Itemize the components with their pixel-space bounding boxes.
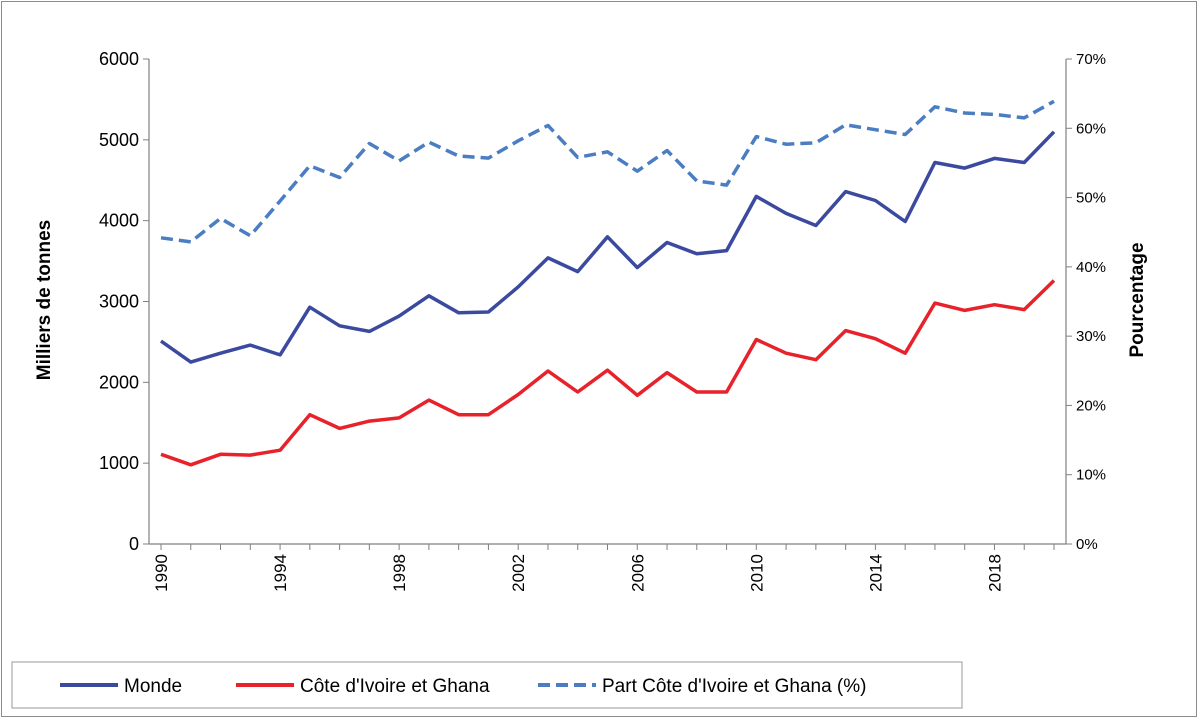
y2-tick-label: 70% bbox=[1076, 51, 1106, 68]
x-tick-label: 2010 bbox=[747, 554, 766, 592]
y2-tick-label: 0% bbox=[1076, 536, 1098, 553]
x-tick-label: 2006 bbox=[628, 554, 647, 592]
series-line-2 bbox=[160, 279, 1056, 467]
axes bbox=[148, 59, 1067, 545]
x-tick-label: 1990 bbox=[152, 554, 171, 592]
series-line-3 bbox=[160, 99, 1055, 244]
y-tick-label: 5000 bbox=[99, 130, 139, 150]
y-tick-label: 3000 bbox=[99, 292, 139, 312]
legend-label-2: Côte d'Ivoire et Ghana bbox=[300, 676, 490, 697]
y-tick-label: 1000 bbox=[99, 453, 139, 473]
y2-tick-label: 60% bbox=[1076, 120, 1106, 137]
y2-tick-label: 10% bbox=[1076, 467, 1106, 484]
legend-label-3: Part Côte d'Ivoire et Ghana (%) bbox=[602, 676, 866, 697]
y2-tick-label: 50% bbox=[1076, 190, 1106, 207]
y-tick-label: 6000 bbox=[99, 49, 139, 69]
y-axis-title: Milliers de tonnes bbox=[34, 220, 55, 380]
series-lines bbox=[159, 99, 1056, 467]
series-line-1 bbox=[159, 130, 1056, 364]
x-axis-ticks: 1990 1994 1998 2002 2006 2010 2014 2018 bbox=[152, 544, 1055, 592]
y2-axis-ticks: 0% 10% 20% 30% 40% 50% 60% 70% bbox=[1066, 51, 1106, 553]
legend-box bbox=[11, 661, 963, 709]
legend-label-1: Monde bbox=[124, 676, 182, 697]
x-tick-label: 1998 bbox=[390, 554, 409, 592]
y2-tick-label: 40% bbox=[1076, 259, 1106, 276]
y2-axis-title: Pourcentage bbox=[1127, 242, 1148, 357]
y-tick-label: 0 bbox=[129, 534, 139, 554]
x-tick-label: 2002 bbox=[509, 554, 528, 592]
x-tick-label: 2018 bbox=[985, 554, 1004, 592]
y-tick-label: 4000 bbox=[99, 211, 139, 231]
x-tick-label: 2014 bbox=[866, 554, 885, 592]
y-tick-label: 2000 bbox=[99, 372, 139, 392]
y-axis-ticks: 0 1000 2000 3000 4000 5000 6000 bbox=[99, 49, 149, 554]
y2-tick-label: 20% bbox=[1076, 397, 1106, 414]
y2-tick-label: 30% bbox=[1076, 328, 1106, 345]
x-tick-label: 1994 bbox=[271, 554, 290, 592]
legend: Monde Côte d'Ivoire et Ghana Part Côte d'I… bbox=[11, 661, 963, 709]
